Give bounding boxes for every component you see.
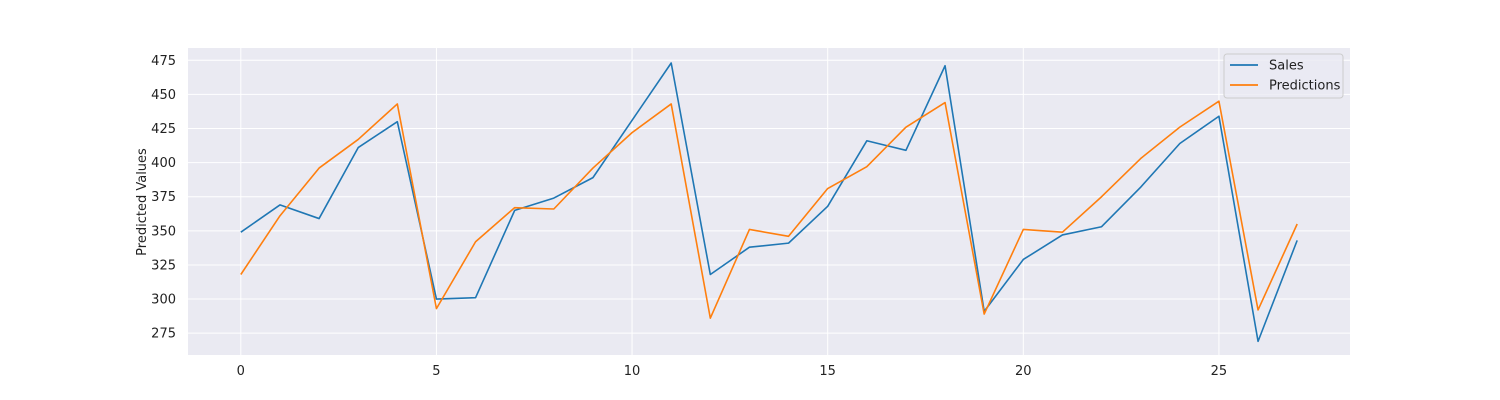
grid-lines <box>188 48 1350 355</box>
y-tick-label: 300 <box>151 293 176 308</box>
y-tick-label: 400 <box>151 156 176 171</box>
legend-label-sales: Sales <box>1269 59 1304 74</box>
plot-background <box>188 48 1350 355</box>
y-tick-label: 450 <box>151 88 176 103</box>
y-tick-label: 325 <box>151 258 176 273</box>
tick-labels: 0 5 10 15 20 25 275 300 325 350 375 400 425 450 475 <box>151 54 1227 379</box>
series-lines <box>240 62 1298 343</box>
y-tick-label: 375 <box>151 190 176 205</box>
x-tick-label: 0 <box>237 364 245 379</box>
series-line-predictions <box>240 100 1298 319</box>
x-tick-label: 10 <box>624 364 641 379</box>
x-tick-label: 25 <box>1211 364 1228 379</box>
y-tick-label: 350 <box>151 224 176 239</box>
x-tick-label: 15 <box>819 364 836 379</box>
x-tick-label: 5 <box>432 364 440 379</box>
y-tick-label: 425 <box>151 122 176 137</box>
y-tick-label: 275 <box>151 327 176 342</box>
y-axis-label: Predicted Values <box>135 148 150 256</box>
legend: Sales Predictions <box>1223 53 1344 99</box>
legend-label-predictions: Predictions <box>1269 79 1341 94</box>
y-tick-label: 475 <box>151 54 176 69</box>
x-tick-label: 20 <box>1015 364 1032 379</box>
